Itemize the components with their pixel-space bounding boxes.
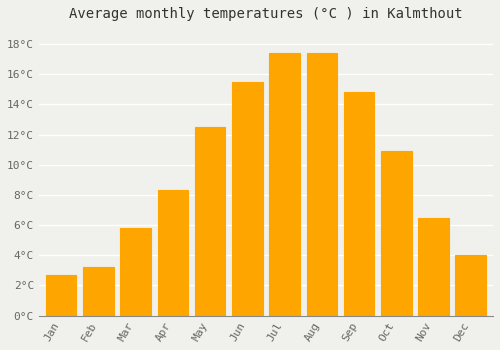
Bar [158,190,188,316]
Bar [456,255,486,316]
Bar [306,53,337,316]
Bar [344,92,374,316]
Title: Average monthly temperatures (°C ) in Kalmthout: Average monthly temperatures (°C ) in Ka… [69,7,462,21]
Bar [83,267,114,316]
Bar [270,53,300,316]
Bar [46,275,76,316]
Bar [195,127,226,316]
Bar [381,151,412,316]
Bar [120,228,151,316]
Bar [232,82,262,316]
Bar [418,218,448,316]
